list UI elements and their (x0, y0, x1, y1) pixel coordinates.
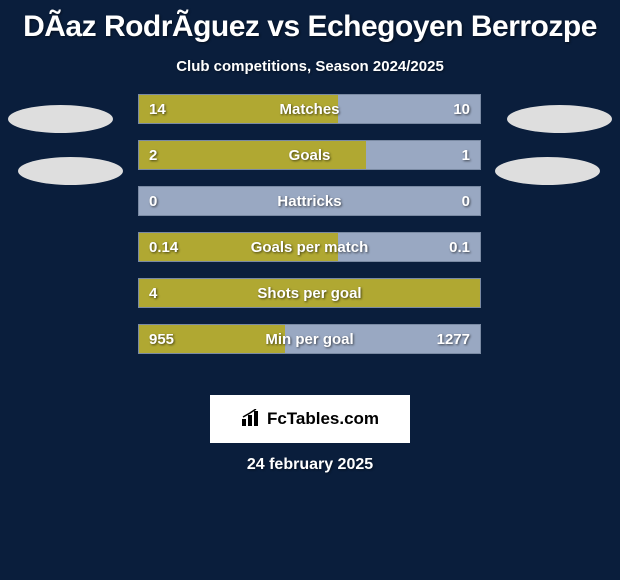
bar-fill (139, 279, 480, 307)
player-left-ellipse-1 (8, 105, 113, 133)
bar-left-val: 4 (149, 285, 157, 302)
date-line: 24 february 2025 (0, 456, 620, 474)
bar-fill (139, 95, 338, 123)
bar-row: 14 Matches 10 (138, 94, 481, 124)
bar-left-val: 0.14 (149, 239, 178, 256)
player-right-ellipse-1 (507, 105, 612, 133)
bar-row: 0 Hattricks 0 (138, 186, 481, 216)
bar-left-val: 0 (149, 193, 157, 210)
player-left-ellipse-2 (18, 157, 123, 185)
logo-text-wrapper: FcTables.com (241, 409, 379, 430)
bar-label: Hattricks (139, 193, 480, 210)
bar-right-val: 0.1 (449, 239, 470, 256)
bar-right-val: 1277 (437, 331, 470, 348)
page-title: DÃ­az RodrÃ­guez vs Echegoyen Berrozpe (0, 0, 620, 44)
bar-row: 4 Shots per goal (138, 278, 481, 308)
bar-fill (139, 141, 366, 169)
bar-left-val: 955 (149, 331, 174, 348)
bar-right-val: 10 (453, 101, 470, 118)
fctables-logo: FcTables.com (210, 395, 410, 443)
logo-label: FcTables.com (267, 409, 379, 429)
bar-row: 0.14 Goals per match 0.1 (138, 232, 481, 262)
player-right-ellipse-2 (495, 157, 600, 185)
bar-row: 2 Goals 1 (138, 140, 481, 170)
page-subtitle: Club competitions, Season 2024/2025 (0, 58, 620, 75)
bar-chart: 14 Matches 10 2 Goals 1 0 Hattricks 0 0.… (138, 94, 481, 370)
bar-left-val: 14 (149, 101, 166, 118)
bar-right-val: 0 (462, 193, 470, 210)
chart-icon (241, 409, 263, 430)
bar-row: 955 Min per goal 1277 (138, 324, 481, 354)
bar-left-val: 2 (149, 147, 157, 164)
bar-right-val: 1 (462, 147, 470, 164)
